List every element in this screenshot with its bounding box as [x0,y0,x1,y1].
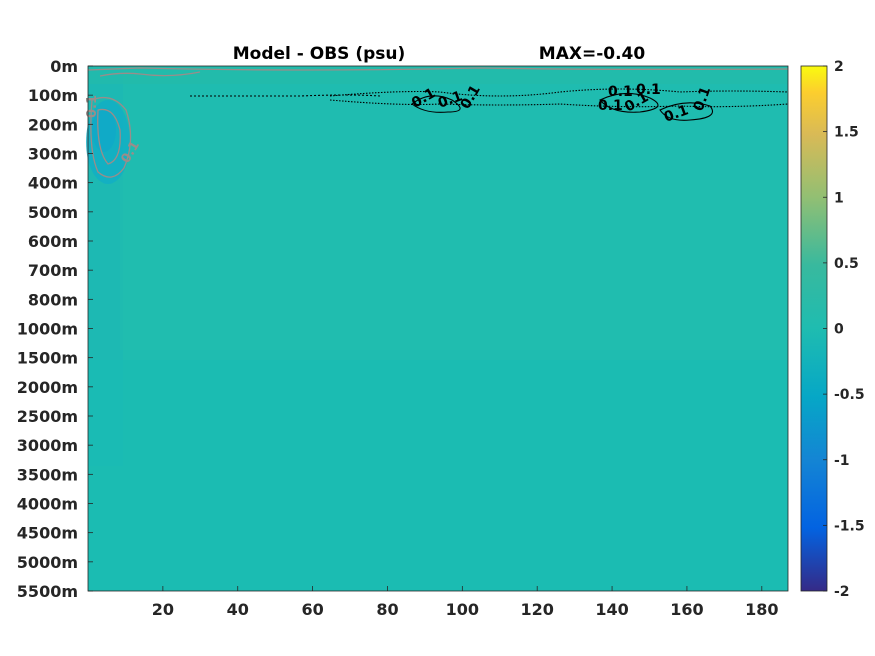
gray-contours [87,67,789,178]
contour-label: 0.1 [608,84,633,100]
contour-label: 0.1 [436,88,465,112]
y-tick-label: 300m [28,145,78,164]
y-tick-label: 200m [28,115,78,134]
colorbar-tick-label: -1.5 [834,518,865,534]
colorbar-tick-label: 0.5 [834,256,859,272]
y-axis: 0m 100m 200m 300m 400m 500m 600m 700m 800m 1000m 1… [17,57,93,601]
colorbar-tick-label: 2 [834,59,844,75]
colorbar-tick-label: 0 [834,322,844,338]
black-contours [190,88,789,121]
contour-label: 0.1 [598,98,623,114]
colorbar-tick-label: -2 [834,584,850,600]
x-tick-label: 40 [227,600,249,619]
y-tick-label: 3500m [17,465,78,484]
black-contour-loop-2 [599,92,659,113]
y-tick-label: 4000m [17,495,78,514]
field-band-deep [88,360,788,591]
gray-contour-label: 0.1 [85,95,100,118]
x-tick-label: 120 [520,600,553,619]
y-tick-label: 400m [28,174,78,193]
x-tick-label: 80 [376,600,398,619]
y-tick-label: 1000m [17,320,78,339]
x-tick-label: 60 [301,600,323,619]
y-tick-label: 100m [28,86,78,105]
y-tick-label: 600m [28,232,78,251]
y-tick-label: 0m [50,57,78,76]
colorbar: 2 1.5 1 0.5 0 -0.5 -1 -1.5 -2 [800,59,865,600]
y-tick-label: 500m [28,203,78,222]
x-tick-label: 140 [595,600,628,619]
y-tick-label: 2500m [17,407,78,426]
colorbar-ticks: 2 1.5 1 0.5 0 -0.5 -1 -1.5 -2 [823,59,865,600]
y-tick-label: 700m [28,261,78,280]
gray-contour-blob-2 [97,108,121,165]
x-tick-label: 20 [152,600,174,619]
gray-contour-surface-2 [99,71,201,77]
contour-label: 0.1 [662,102,691,126]
y-tick-label: 2000m [17,378,78,397]
x-tick-label: 100 [446,600,479,619]
heatmap-area: 0.1 0.1 0.1 0.1 0.1 0.1 0.1 0.1 0.1 0.1 … [85,65,789,592]
black-contour-main-top [329,88,789,97]
x-axis: 20 40 60 80 100 120 140 160 180 [152,586,778,619]
black-contour-loop-3 [659,102,714,121]
chart-title: Model - OBS (psu) [233,44,406,64]
field-band-mid [120,180,788,350]
colorbar-tick-label: 1 [834,190,844,206]
contour-label: 0.1 [691,85,715,114]
x-tick-label: 160 [670,600,703,619]
max-label: MAX=-0.40 [539,44,646,64]
colorbar-gradient [800,65,828,592]
gray-contour-surface [87,67,789,71]
y-tick-label: 1500m [17,349,78,368]
colorbar-tick-label: -1 [834,453,850,469]
y-tick-label: 5000m [17,553,78,572]
colorbar-tick-label: -0.5 [834,387,865,403]
gray-contour-blob [90,96,132,178]
y-tick-label: 5500m [17,582,78,601]
y-tick-label: 800m [28,290,78,309]
x-tick-label: 180 [745,600,778,619]
contour-label: 0.1 [636,82,661,98]
black-contour-loop-1 [411,95,461,113]
colorbar-tick-label: 1.5 [834,125,859,141]
y-tick-label: 4500m [17,524,78,543]
y-tick-label: 3000m [17,436,78,455]
